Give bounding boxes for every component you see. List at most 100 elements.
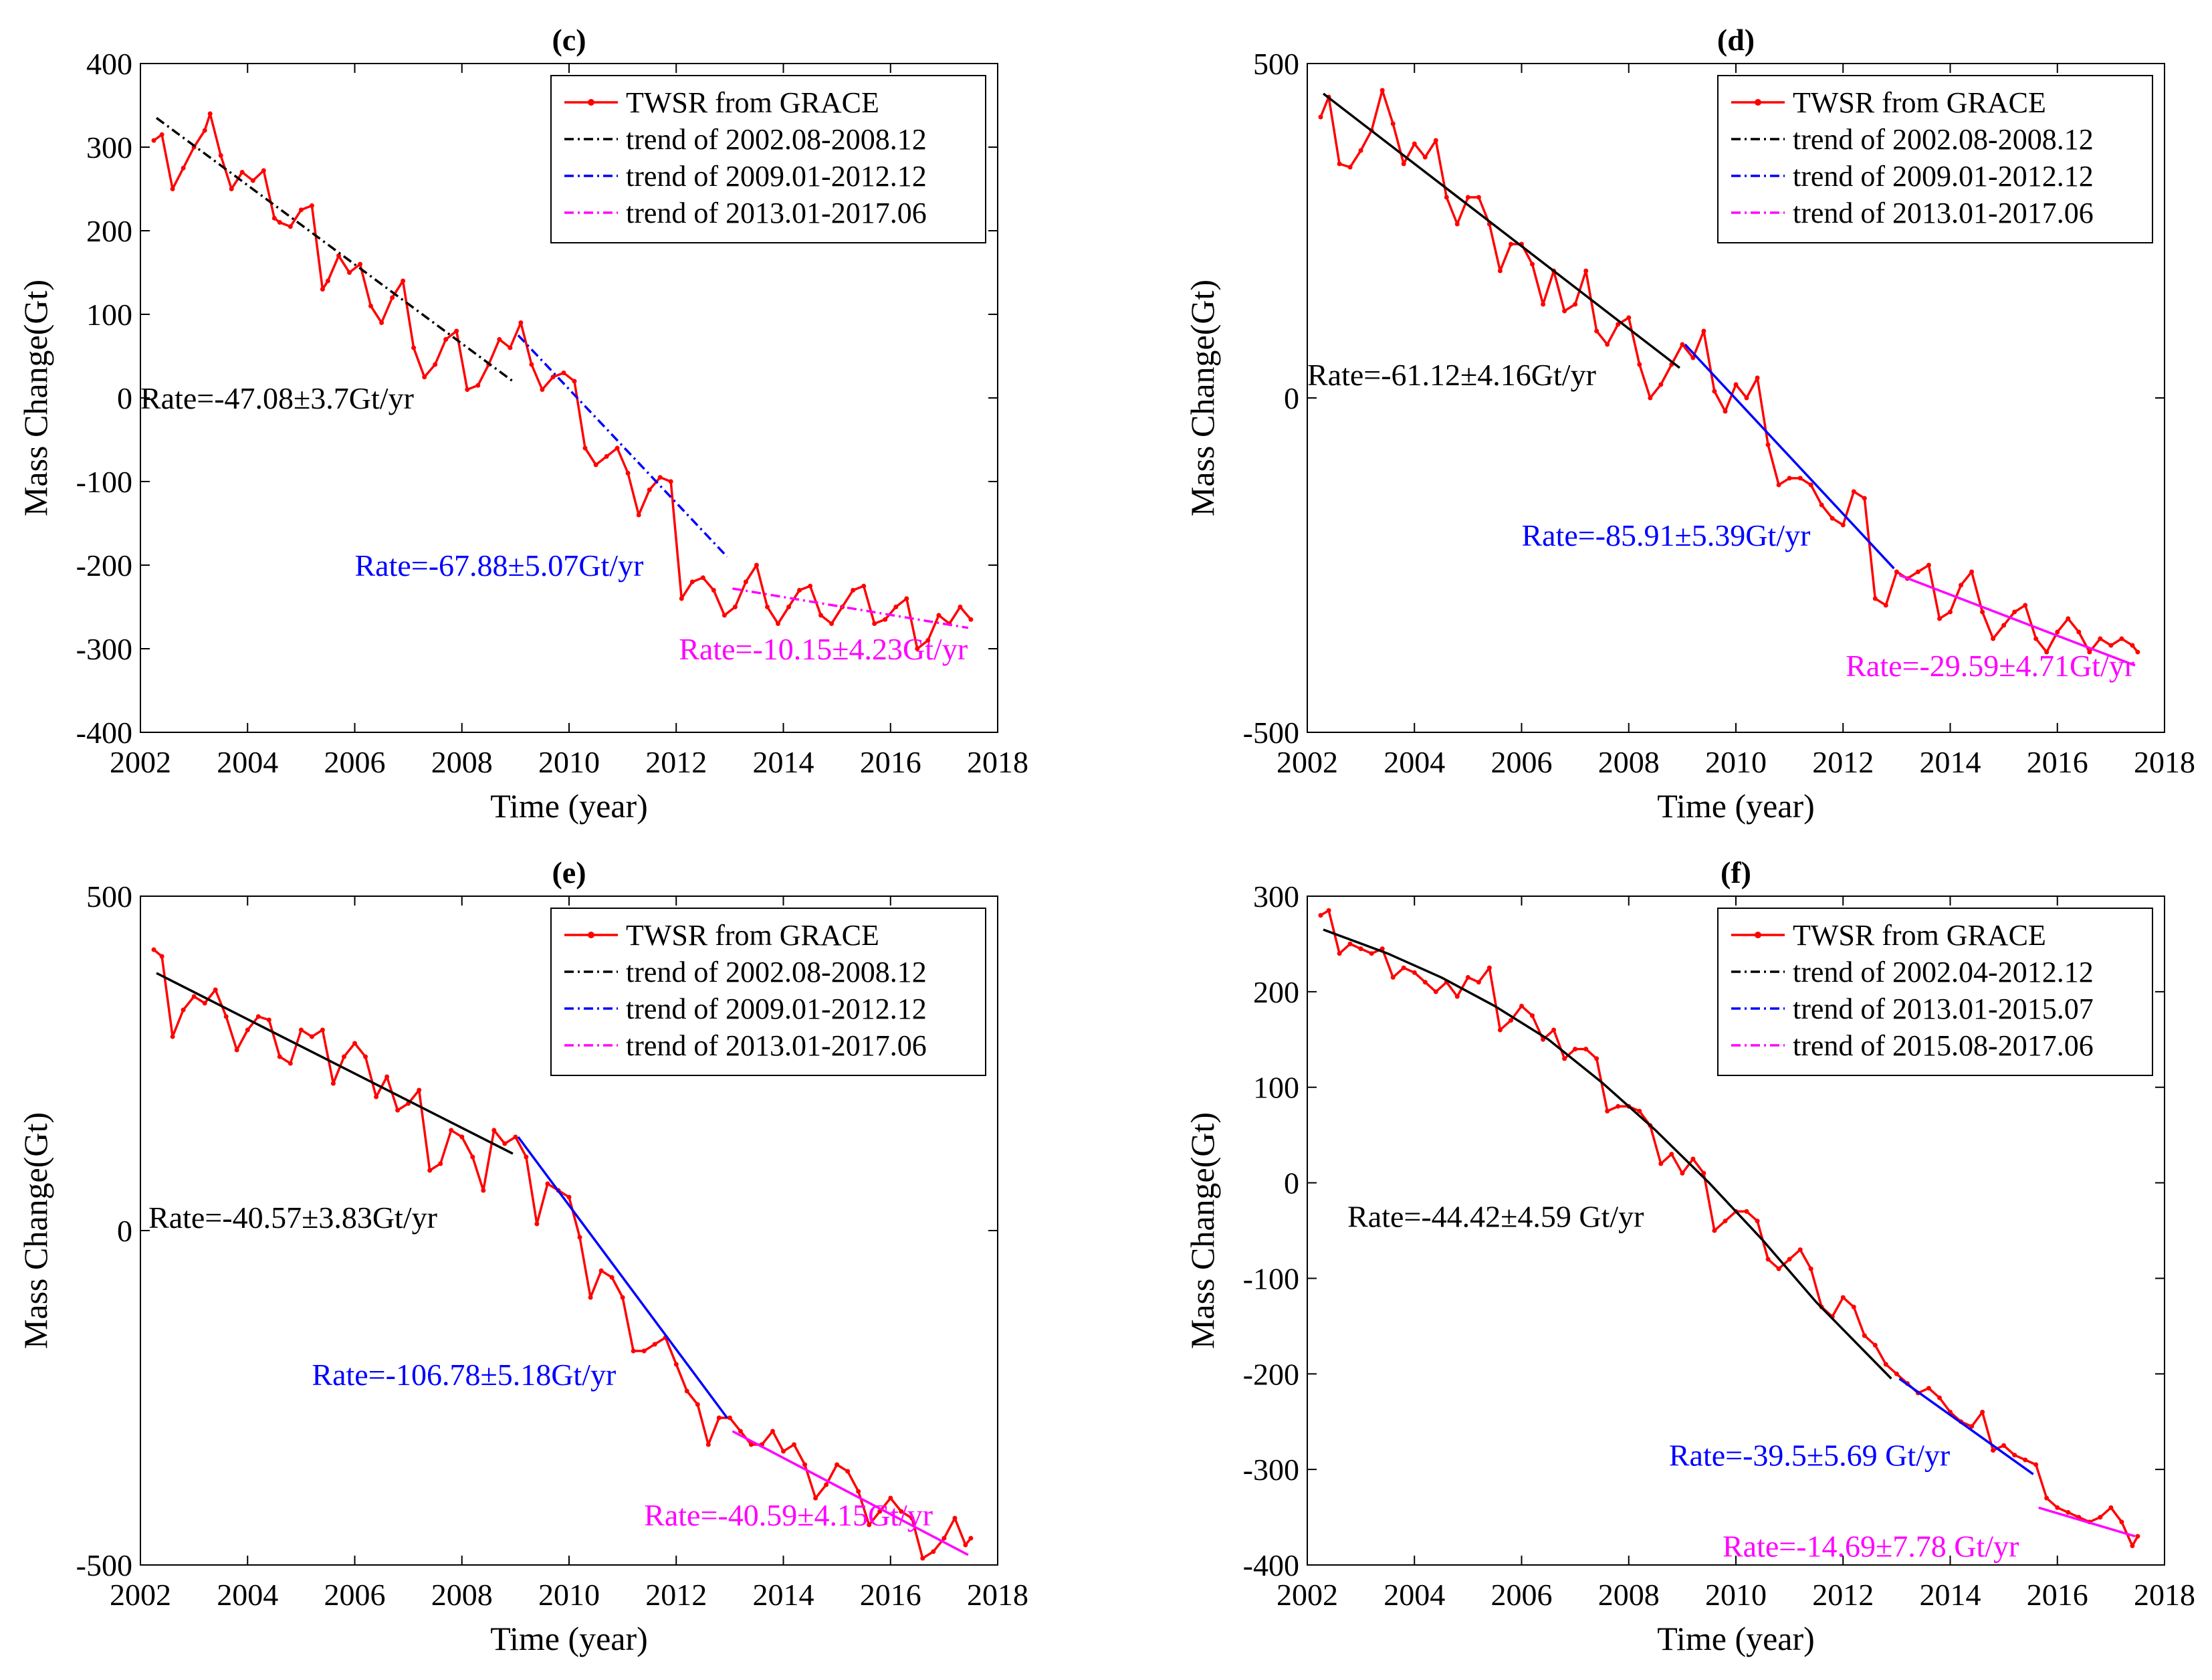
- rate-annotation: Rate=-40.57±3.83Gt/yr: [148, 1200, 437, 1235]
- data-point: [2098, 636, 2103, 641]
- data-point: [1991, 636, 1996, 641]
- data-point: [411, 345, 417, 350]
- data-point: [534, 1221, 540, 1227]
- data-point: [1819, 502, 1824, 508]
- trend-line-1: [1322, 92, 1680, 369]
- data-point: [1541, 1037, 1546, 1042]
- data-point: [508, 345, 513, 350]
- data-point: [2135, 649, 2140, 655]
- data-point: [1358, 148, 1363, 153]
- data-point: [1347, 165, 1353, 170]
- trend-line-1: [156, 972, 514, 1155]
- data-point: [245, 1027, 250, 1033]
- data-point: [1894, 569, 1899, 574]
- data-point: [1926, 562, 1931, 568]
- data-point: [454, 328, 459, 334]
- data-point: [277, 1054, 282, 1059]
- data-point: [1894, 1371, 1899, 1376]
- data-point: [867, 1522, 872, 1528]
- data-point: [952, 1515, 958, 1521]
- legend-label-2: trend of 2013.01-2015.07: [1793, 992, 2094, 1025]
- data-point: [1776, 482, 1781, 488]
- data-point: [1883, 1362, 1888, 1367]
- data-point: [475, 383, 481, 388]
- data-point: [2108, 643, 2114, 648]
- data-point: [1680, 342, 1685, 347]
- data-point: [363, 1054, 368, 1059]
- data-point: [2098, 1515, 2103, 1520]
- x-tick-label: 2008: [1598, 1578, 1660, 1612]
- x-axis-label: Time (year): [1657, 787, 1815, 825]
- data-point: [342, 1054, 346, 1059]
- data-point: [1658, 382, 1664, 387]
- legend-label-2: trend of 2009.01-2012.12: [626, 160, 927, 193]
- data-point: [438, 1161, 443, 1166]
- x-tick-label: 2012: [1812, 745, 1874, 779]
- data-point: [1980, 1409, 1985, 1414]
- data-point: [1787, 476, 1792, 481]
- data-point: [1422, 154, 1428, 160]
- legend-label-0: TWSR from GRACE: [1793, 919, 2046, 952]
- data-point: [1583, 268, 1589, 274]
- data-point: [1433, 138, 1438, 143]
- data-point: [309, 1034, 314, 1039]
- data-point: [298, 207, 304, 213]
- x-tick-label: 2014: [753, 745, 814, 779]
- data-point: [754, 562, 759, 568]
- x-axis-label: Time (year): [490, 787, 648, 825]
- legend-box: [550, 75, 986, 243]
- data-point: [390, 295, 395, 300]
- y-tick-label: -300: [76, 632, 132, 666]
- y-axis-label: Mass Change(Gt): [1184, 280, 1221, 516]
- data-point: [2012, 609, 2017, 615]
- data-point: [925, 638, 931, 643]
- data-point: [309, 203, 314, 208]
- data-point: [1541, 302, 1546, 307]
- data-point: [861, 583, 867, 589]
- data-point: [151, 947, 156, 952]
- data-point: [1915, 569, 1920, 574]
- y-tick-label: 0: [1284, 1166, 1299, 1200]
- data-point: [465, 387, 470, 392]
- x-axis-label: Time (year): [490, 1620, 648, 1657]
- x-tick-label: 2006: [1491, 745, 1553, 779]
- data-point: [705, 1442, 711, 1447]
- data-point: [1486, 965, 1492, 970]
- legend-label-1: trend of 2002.08-2008.12: [626, 123, 927, 156]
- y-tick-label: -400: [76, 716, 132, 750]
- data-point: [524, 1154, 529, 1160]
- data-point: [550, 375, 556, 380]
- x-tick-label: 2006: [324, 745, 386, 779]
- legend-label-3: trend of 2013.01-2017.06: [1793, 197, 2094, 229]
- data-point: [808, 583, 813, 589]
- data-point: [288, 1061, 293, 1066]
- data-point: [899, 1509, 904, 1514]
- legend: TWSR from GRACE trend of 2002.04-2012.12 t…: [1717, 908, 2153, 1076]
- data-point: [2033, 636, 2039, 641]
- x-tick-label: 2016: [2027, 745, 2088, 779]
- data-point: [443, 337, 449, 342]
- data-point: [963, 1542, 968, 1548]
- legend-box: [550, 908, 986, 1076]
- data-point: [1318, 114, 1323, 120]
- data-point: [1347, 941, 1353, 946]
- data-point: [1637, 1108, 1642, 1114]
- data-point: [470, 1154, 475, 1160]
- data-point: [1465, 974, 1470, 980]
- x-tick-label: 2010: [1705, 745, 1767, 779]
- x-tick-label: 2014: [753, 1578, 814, 1612]
- y-axis-label: Mass Change(Gt): [17, 280, 54, 516]
- data-point: [2119, 1519, 2124, 1525]
- data-point: [1991, 1448, 1996, 1453]
- data-point: [1326, 908, 1331, 913]
- data-point: [207, 111, 213, 116]
- data-point: [647, 488, 652, 492]
- data-point: [813, 1495, 818, 1501]
- data-point: [1358, 946, 1363, 952]
- data-point: [540, 387, 545, 392]
- data-point: [1594, 328, 1599, 334]
- y-tick-label: -300: [1243, 1453, 1299, 1487]
- data-point: [1476, 195, 1481, 200]
- data-point: [1723, 409, 1728, 414]
